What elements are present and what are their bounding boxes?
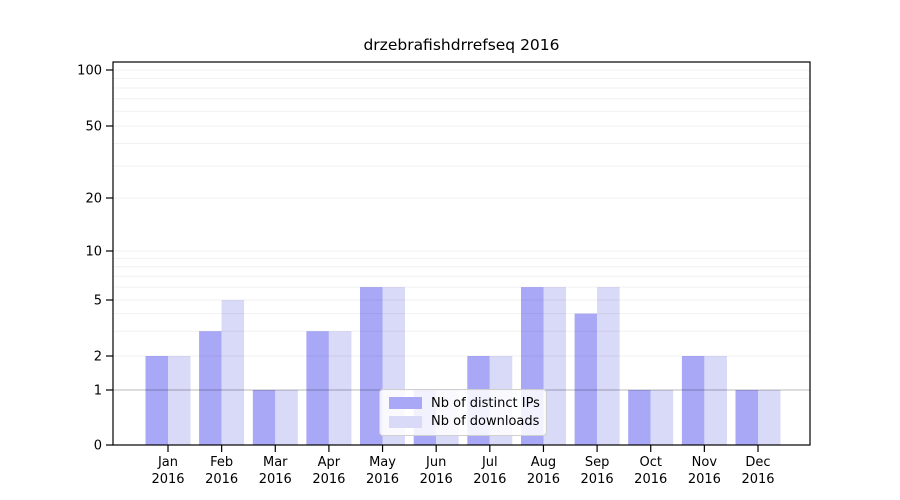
x-tick-label-year: 2016 — [205, 472, 238, 487]
bar-downloads — [597, 287, 620, 445]
bar-downloads — [758, 390, 781, 445]
x-tick-label-month: Oct — [639, 455, 661, 470]
legend-item-downloads: Nb of downloads — [389, 413, 540, 432]
x-tick-label-month: Apr — [318, 455, 341, 470]
x-tick-label-month: Dec — [745, 455, 770, 470]
y-tick-label: 50 — [85, 120, 102, 135]
x-tick-label-month: Mar — [263, 455, 288, 470]
bar-downloads — [328, 331, 352, 445]
bar-downloads — [221, 300, 245, 445]
x-tick-label-month: Jun — [425, 455, 446, 470]
bar-downloads — [650, 390, 674, 445]
bar-downloads — [543, 287, 566, 445]
bar-distinct-ips — [306, 331, 329, 445]
legend-swatch-distinct-ips — [389, 397, 422, 410]
x-tick-label-year: 2016 — [259, 472, 292, 487]
x-tick-label-year: 2016 — [473, 472, 506, 487]
x-tick-label-year: 2016 — [366, 472, 399, 487]
x-tick-label-year: 2016 — [634, 472, 667, 487]
y-tick-label: 100 — [77, 64, 102, 79]
x-tick-label-year: 2016 — [312, 472, 345, 487]
legend-label-downloads: Nb of downloads — [431, 414, 540, 430]
y-tick-label: 0 — [94, 439, 102, 454]
bar-distinct-ips — [628, 390, 651, 445]
chart-title: drzebrafishdrrefseq 2016 — [363, 36, 560, 54]
x-tick-label-year: 2016 — [420, 472, 453, 487]
bar-distinct-ips — [252, 390, 276, 445]
x-tick-label-month: Feb — [210, 455, 233, 470]
legend: Nb of distinct IPs Nb of downloads — [379, 389, 547, 436]
axes-border — [112, 61, 811, 446]
bar-distinct-ips — [735, 390, 758, 445]
x-tick-label-year: 2016 — [527, 472, 560, 487]
x-tick-label-month: Sep — [585, 455, 610, 470]
x-tick-label-month: May — [369, 455, 396, 470]
legend-label-distinct-ips: Nb of distinct IPs — [431, 395, 540, 411]
x-tick-label-year: 2016 — [741, 472, 774, 487]
y-tick-label: 20 — [85, 192, 102, 207]
bar-distinct-ips — [360, 287, 383, 445]
y-tick-label: 2 — [94, 350, 102, 365]
bar-distinct-ips — [681, 356, 705, 445]
bar-distinct-ips — [145, 356, 168, 445]
y-tick-label: 10 — [85, 245, 102, 260]
x-tick-label-month: Jul — [481, 455, 498, 470]
legend-swatch-downloads — [389, 415, 422, 428]
bar-downloads — [168, 356, 191, 445]
bar-distinct-ips — [199, 331, 222, 445]
bar-downloads — [704, 356, 727, 445]
x-tick-label-month: Nov — [692, 455, 718, 470]
x-tick-label-year: 2016 — [581, 472, 614, 487]
bar-distinct-ips — [574, 313, 598, 445]
x-tick-label-month: Jan — [157, 455, 178, 470]
y-tick-label: 5 — [94, 294, 102, 309]
bar-downloads — [275, 390, 298, 445]
x-tick-label-month: Aug — [531, 455, 556, 470]
y-tick-label: 1 — [94, 384, 102, 399]
legend-item-distinct-ips: Nb of distinct IPs — [389, 394, 540, 413]
x-tick-label-year: 2016 — [688, 472, 721, 487]
x-tick-label-year: 2016 — [151, 472, 184, 487]
